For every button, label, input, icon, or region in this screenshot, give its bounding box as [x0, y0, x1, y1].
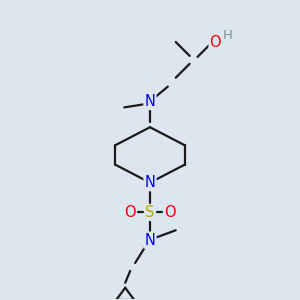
Text: O: O	[210, 34, 221, 50]
Text: O: O	[124, 205, 136, 220]
Text: N: N	[145, 175, 155, 190]
Text: O: O	[164, 205, 176, 220]
Text: N: N	[145, 94, 155, 109]
Text: H: H	[222, 28, 232, 42]
Text: N: N	[145, 233, 155, 248]
Text: S: S	[145, 205, 155, 220]
